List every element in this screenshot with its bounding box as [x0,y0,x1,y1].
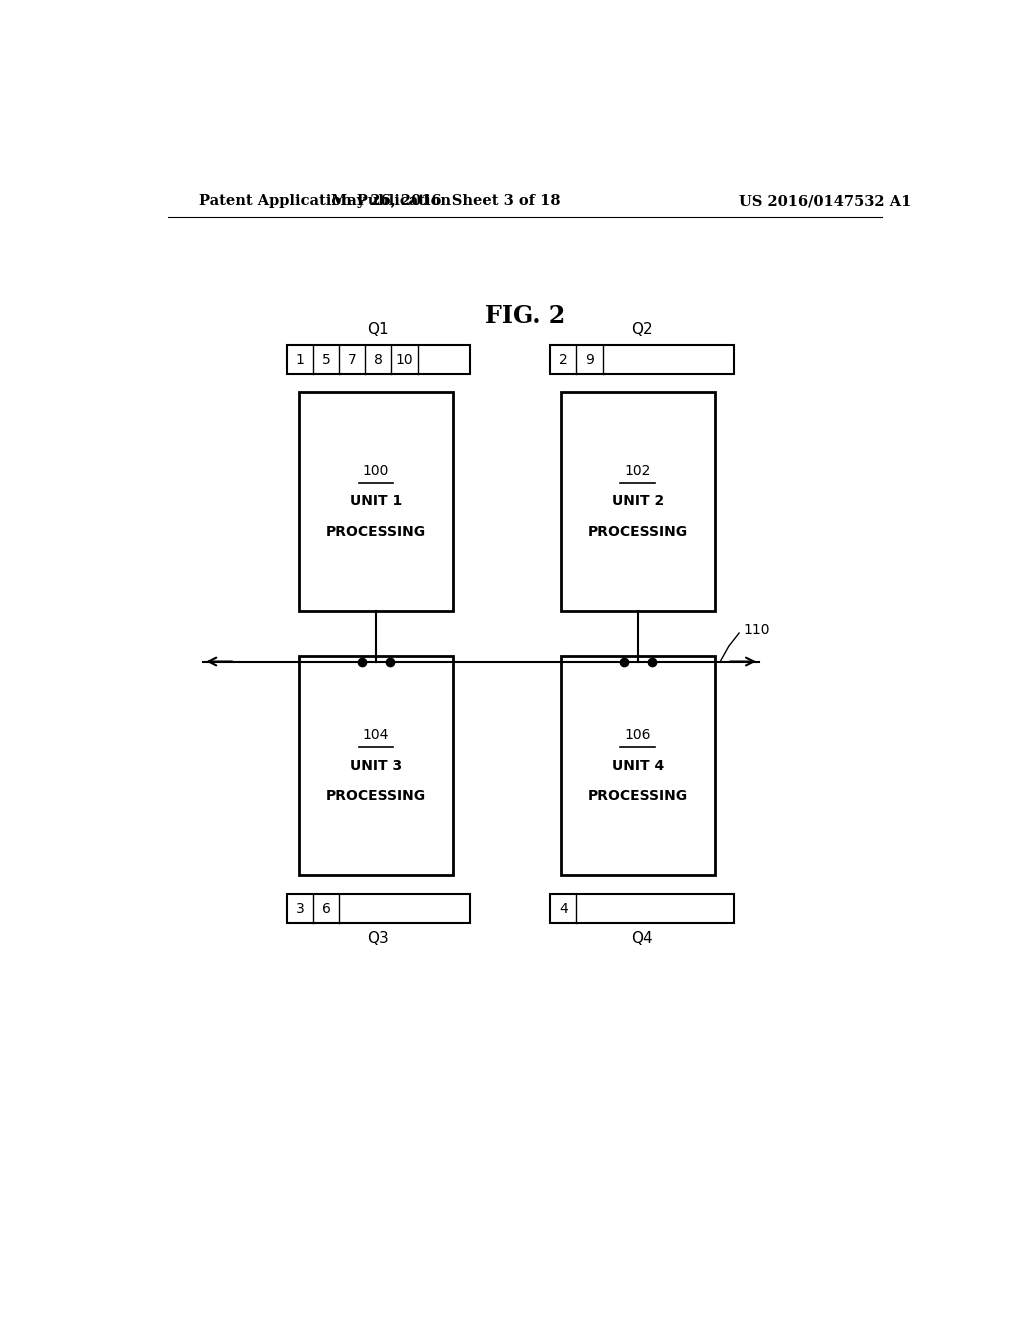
Text: UNIT 2: UNIT 2 [611,495,664,508]
Text: 102: 102 [625,463,651,478]
Bar [550,346,733,374]
Bar [299,656,454,875]
Text: 2: 2 [559,352,567,367]
Text: 1: 1 [295,352,304,367]
Text: 10: 10 [395,352,414,367]
Text: UNIT 3: UNIT 3 [350,759,402,772]
Text: PROCESSING: PROCESSING [588,525,688,539]
Text: 8: 8 [374,352,383,367]
Bar [560,392,715,611]
Bar [299,392,454,611]
Text: 9: 9 [585,352,594,367]
Bar [287,894,470,923]
Text: Q3: Q3 [368,932,389,946]
Text: 106: 106 [625,729,651,742]
Bar [550,894,733,923]
Bar [560,656,715,875]
Text: Patent Application Publication: Patent Application Publication [200,194,452,209]
Text: US 2016/0147532 A1: US 2016/0147532 A1 [739,194,911,209]
Text: 4: 4 [559,902,567,916]
Text: 5: 5 [322,352,331,367]
Bar [287,346,470,374]
Text: PROCESSING: PROCESSING [326,789,426,803]
Text: 104: 104 [362,729,389,742]
Text: Q4: Q4 [631,932,652,946]
Text: 100: 100 [362,463,389,478]
Text: 3: 3 [296,902,304,916]
Text: Q1: Q1 [368,322,389,337]
Text: Q2: Q2 [631,322,652,337]
Text: 110: 110 [743,623,770,638]
Text: 7: 7 [348,352,356,367]
Text: UNIT 1: UNIT 1 [350,495,402,508]
Text: 6: 6 [322,902,331,916]
Text: FIG. 2: FIG. 2 [484,304,565,327]
Text: May 26, 2016  Sheet 3 of 18: May 26, 2016 Sheet 3 of 18 [331,194,560,209]
Text: PROCESSING: PROCESSING [588,789,688,803]
Text: UNIT 4: UNIT 4 [611,759,664,772]
Text: PROCESSING: PROCESSING [326,525,426,539]
